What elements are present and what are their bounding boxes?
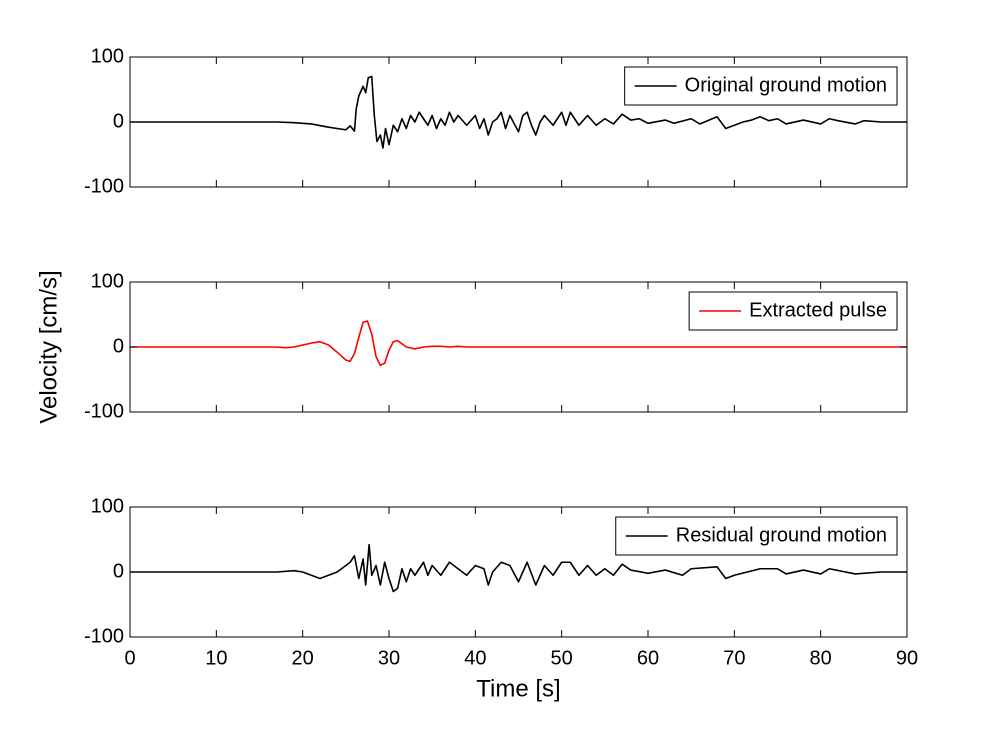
series-line bbox=[130, 320, 907, 366]
x-tick-label: 20 bbox=[292, 647, 314, 669]
legend-label: Original ground motion bbox=[685, 74, 887, 96]
x-tick-label: 90 bbox=[896, 647, 918, 669]
series-line bbox=[130, 75, 907, 149]
y-tick-label: 100 bbox=[91, 45, 124, 67]
x-tick-label: 80 bbox=[810, 647, 832, 669]
y-tick-label: -100 bbox=[84, 400, 124, 422]
x-tick-label: 0 bbox=[124, 647, 135, 669]
y-tick-label: 100 bbox=[91, 495, 124, 517]
plot-lines bbox=[130, 543, 907, 593]
y-tick-label: -100 bbox=[84, 625, 124, 647]
plot-lines bbox=[130, 75, 907, 149]
y-axis-label: Velocity [cm/s] bbox=[35, 270, 62, 423]
x-tick-label: 30 bbox=[378, 647, 400, 669]
legend: Original ground motion bbox=[624, 66, 898, 106]
x-tick-label: 40 bbox=[464, 647, 486, 669]
x-tick-label: 60 bbox=[637, 647, 659, 669]
legend-label: Residual ground motion bbox=[676, 524, 887, 546]
plot-lines bbox=[130, 320, 907, 366]
legend: Extracted pulse bbox=[688, 291, 898, 331]
y-tick-label: 0 bbox=[113, 560, 124, 582]
x-tick-label: 50 bbox=[551, 647, 573, 669]
x-tick-label: 10 bbox=[205, 647, 227, 669]
y-tick-label: 0 bbox=[113, 335, 124, 357]
y-tick-label: -100 bbox=[84, 175, 124, 197]
legend-label: Extracted pulse bbox=[749, 299, 887, 321]
y-tick-label: 100 bbox=[91, 270, 124, 292]
x-axis-label: Time [s] bbox=[476, 675, 560, 702]
series-line bbox=[130, 543, 907, 593]
x-tick-label: 70 bbox=[723, 647, 745, 669]
legend: Residual ground motion bbox=[615, 516, 898, 556]
y-tick-label: 0 bbox=[113, 110, 124, 132]
